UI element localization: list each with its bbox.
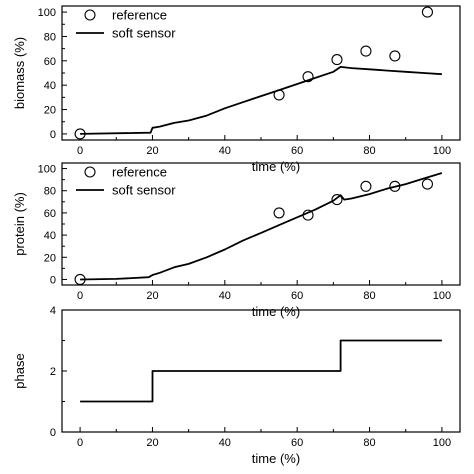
protein-legend-reference-marker [84,166,96,178]
phase-x-tick-label: 100 [433,437,451,449]
phase-y-tick-label: 2 [50,366,56,378]
phase-y-tick-label: 4 [50,305,56,317]
protein-y-tick-label: 100 [38,164,56,176]
protein-x-axis-label: time (%) [252,304,300,319]
phase-panel: 0 20 40 60 80 100 0 2 4 time (%) phase [12,305,461,466]
protein-y-tick-label: 40 [44,230,56,242]
phase-x-axis-label: time (%) [252,451,300,466]
protein-reference-point [360,180,372,192]
protein-soft-sensor-line [80,172,443,281]
biomass-x-tick-label: 80 [363,145,375,157]
protein-x-tick-label: 100 [433,290,451,302]
protein-x-tick-label: 60 [291,290,303,302]
biomass-x-tick-label: 60 [291,145,303,157]
phase-soft-sensor-line [80,339,442,403]
biomass-y-tick-label: 40 [44,80,56,92]
biomass-y-tick-label: 100 [38,7,56,19]
biomass-y-tick-label: 20 [44,105,56,117]
protein-y-tick-label: 60 [44,208,56,220]
phase-x-tick-label: 80 [363,437,375,449]
biomass-x-tick-label: 0 [77,145,83,157]
biomass-x-axis-label: time (%) [252,159,300,174]
biomass-legend-label: soft sensor [112,26,176,41]
phase-x-tick-label: 20 [146,437,158,449]
biomass-y-tick-label: 80 [44,31,56,43]
protein-legend-label: soft sensor [112,183,176,198]
biomass-reference-point [421,6,433,18]
biomass-soft-sensor-line [80,66,442,135]
protein-x-tick-label: 80 [363,290,375,302]
biomass-legend-reference-marker [84,9,96,21]
phase-x-tick-label: 0 [77,437,83,449]
biomass-reference-point [389,50,401,62]
protein-y-tick-label: 80 [44,186,56,198]
biomass-legend-label: reference [112,8,167,23]
phase-x-tick-label: 60 [291,437,303,449]
protein-x-tick-label: 20 [146,290,158,302]
protein-plot-frame [61,162,461,286]
biomass-x-tick-label: 40 [219,145,231,157]
biomass-x-tick-label: 20 [146,145,158,157]
biomass-y-tick-label: 60 [44,56,56,68]
phase-x-tick-label: 40 [219,437,231,449]
biomass-x-tick-label: 100 [433,145,451,157]
protein-y-tick-label: 0 [50,274,56,286]
protein-panel: 0 20 40 60 80 100 0 20 40 60 80 100 time (%) protein … [12,162,461,319]
phase-y-tick-label: 0 [50,427,56,439]
protein-reference-point [421,178,433,190]
protein-reference-point [273,207,285,219]
phase-y-axis-label: phase [12,353,27,388]
biomass-y-tick-label: 0 [50,129,56,141]
protein-y-axis-label: protein (%) [12,192,27,256]
protein-legend-label: reference [112,165,167,180]
protein-x-tick-label: 40 [219,290,231,302]
protein-y-tick-label: 20 [44,252,56,264]
biomass-panel: 0 20 40 60 80 100 0 20 40 60 80 100 time (%) biomass … [12,5,461,174]
biomass-reference-point [331,54,343,66]
biomass-y-axis-label: biomass (%) [12,37,27,109]
protein-x-tick-label: 0 [77,290,83,302]
biomass-reference-point [360,45,372,57]
